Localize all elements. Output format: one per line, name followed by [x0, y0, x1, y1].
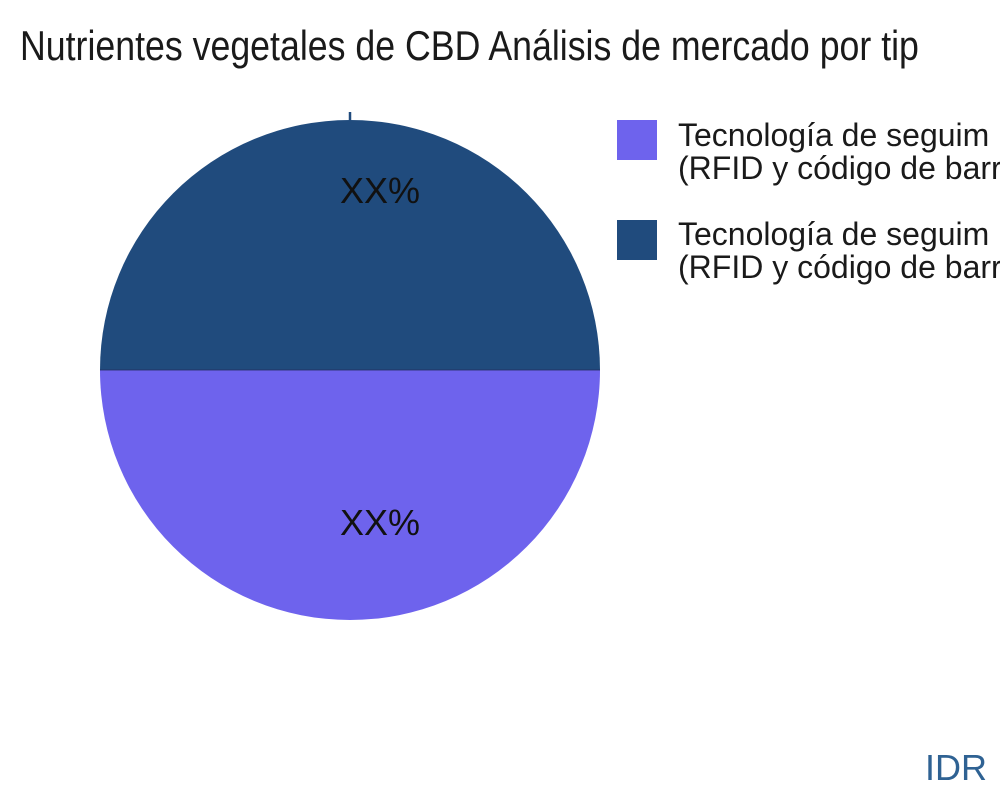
pie-value-label-bottom: XX%: [339, 502, 421, 543]
legend-entry-purple: Tecnología de seguim (RFID y código de b…: [678, 119, 1000, 185]
pie-slice-bottom: [100, 370, 600, 620]
chart-title: Nutrientes vegetales de CBD Análisis de …: [20, 22, 919, 69]
legend-entry-purple-line2: (RFID y código de barr: [678, 150, 1000, 186]
legend-entry-darkblue-line1: Tecnología de seguim: [678, 216, 990, 252]
legend-entry-darkblue: Tecnología de seguim (RFID y código de b…: [678, 218, 1000, 284]
brand-watermark: IDR: [925, 747, 987, 788]
legend-swatch-purple: [617, 120, 657, 160]
pie-value-label-top: XX%: [339, 170, 421, 211]
legend-entry-darkblue-line2: (RFID y código de barr: [678, 249, 1000, 285]
legend-entry-purple-line1: Tecnología de seguim: [678, 117, 990, 153]
pie-slice-top: [100, 120, 600, 370]
legend-swatch-darkblue: [617, 220, 657, 260]
